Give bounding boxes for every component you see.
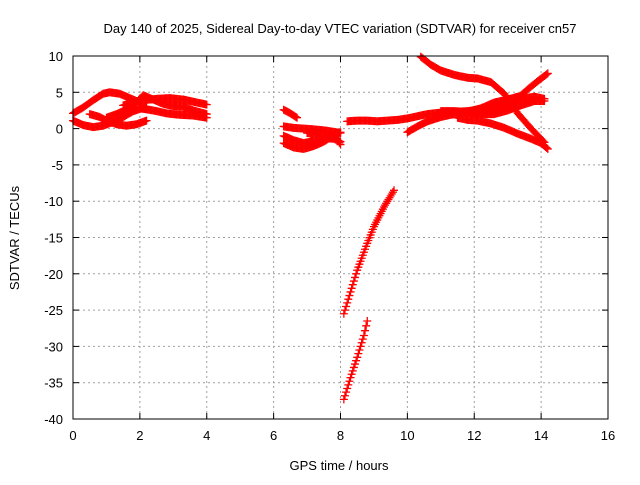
data-point	[346, 373, 355, 382]
data-point	[347, 370, 356, 379]
y-tick-label: -15	[44, 231, 63, 246]
y-tick-label: 5	[56, 85, 63, 100]
y-tick-label: -10	[44, 194, 63, 209]
y-tick-label: -40	[44, 412, 63, 427]
data-point	[344, 380, 353, 389]
data-series	[279, 105, 302, 122]
data-point	[352, 269, 361, 278]
data-series	[119, 94, 211, 110]
grid	[73, 56, 608, 419]
x-tick-label: 12	[467, 428, 481, 443]
data-point	[350, 360, 359, 369]
x-tick-label: 8	[337, 428, 344, 443]
tick-labels: 0 2 4 6 8 10 12 14 16 -40 -35 -30 -25 -20 -15 -10 -5 0 5 10	[44, 49, 615, 443]
data-point	[542, 143, 551, 152]
data-point	[358, 335, 367, 344]
y-tick-label: -25	[44, 303, 63, 318]
data-point	[344, 295, 353, 304]
x-tick-label: 2	[136, 428, 143, 443]
data-point	[543, 144, 552, 153]
data-series	[135, 104, 211, 122]
x-tick-label: 4	[203, 428, 210, 443]
data-point	[388, 188, 397, 197]
data-point	[356, 342, 365, 351]
data-point	[347, 284, 356, 293]
chart-title: Day 140 of 2025, Sidereal Day-to-day VTE…	[103, 21, 576, 36]
data-point	[335, 138, 344, 147]
data-point	[202, 100, 211, 109]
x-tick-label: 6	[270, 428, 277, 443]
data-point	[293, 113, 302, 122]
data-series	[436, 97, 549, 119]
y-tick-label: -35	[44, 376, 63, 391]
data-point	[348, 366, 357, 375]
data-point	[363, 316, 372, 325]
data-point	[342, 388, 351, 397]
x-tick-label: 14	[534, 428, 548, 443]
y-tick-label: -20	[44, 267, 63, 282]
data-series	[339, 186, 398, 318]
y-tick-label: 0	[56, 122, 63, 137]
data-series	[453, 113, 552, 153]
data-point	[336, 128, 345, 137]
data-point	[540, 97, 549, 106]
data-point	[349, 363, 358, 372]
data-point	[202, 113, 211, 122]
y-axis-label: SDTVAR / TECUs	[7, 185, 22, 290]
data-point	[343, 298, 352, 307]
data-points	[69, 52, 552, 404]
data-point	[357, 338, 366, 347]
data-point	[340, 306, 349, 315]
data-point	[343, 384, 352, 393]
data-point	[340, 391, 349, 400]
data-point	[361, 326, 370, 335]
data-series	[416, 52, 549, 147]
data-point	[353, 353, 362, 362]
x-tick-label: 16	[601, 428, 615, 443]
data-point	[345, 377, 354, 386]
data-point	[291, 112, 300, 121]
data-point	[339, 395, 348, 404]
data-point	[345, 291, 354, 300]
data-point	[142, 116, 151, 125]
y-tick-label: 10	[49, 49, 63, 64]
data-point	[390, 186, 398, 195]
plot-border	[72, 55, 609, 420]
y-tick-label: -30	[44, 339, 63, 354]
data-point	[355, 346, 364, 355]
data-point	[362, 321, 371, 330]
data-point	[342, 302, 351, 311]
data-series	[339, 316, 372, 404]
y-tick-label: -5	[51, 158, 63, 173]
x-tick-label: 10	[400, 428, 414, 443]
data-series	[303, 128, 345, 149]
data-point	[346, 287, 355, 296]
data-point	[348, 280, 357, 289]
x-axis-label: GPS time / hours	[290, 458, 389, 473]
data-point	[543, 69, 552, 78]
data-point	[354, 349, 363, 358]
x-tick-label: 0	[69, 428, 76, 443]
data-point	[359, 331, 368, 340]
data-point	[349, 277, 358, 286]
data-point	[542, 70, 551, 79]
data-point	[339, 309, 348, 318]
data-point	[350, 273, 359, 282]
data-point	[352, 356, 361, 365]
data-point	[336, 140, 345, 149]
